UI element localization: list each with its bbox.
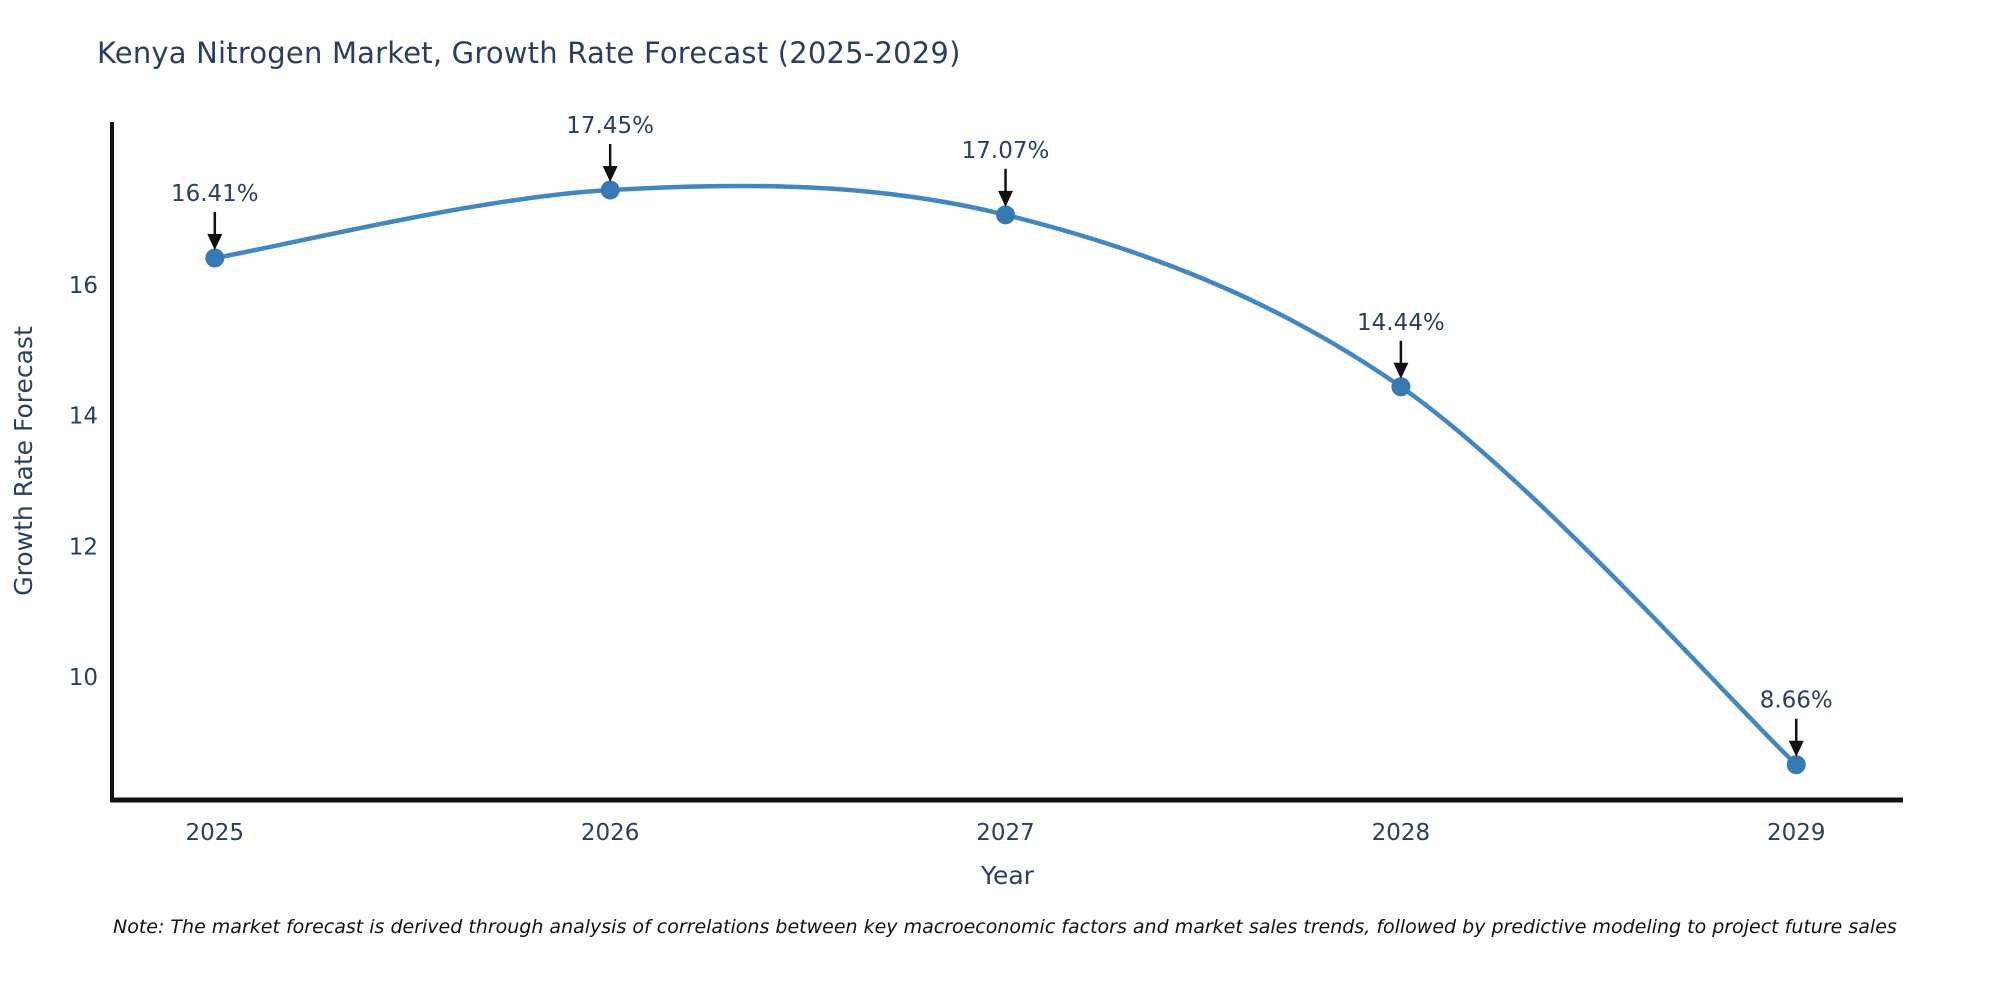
- x-tick-label: 2028: [1372, 820, 1431, 846]
- data-point-marker: [1391, 377, 1411, 397]
- point-value-label: 14.44%: [1357, 310, 1445, 336]
- x-tick-label: 2025: [186, 820, 245, 846]
- y-tick-label: 16: [69, 273, 98, 299]
- x-axis-title: Year: [980, 861, 1035, 890]
- point-value-label: 17.45%: [566, 113, 654, 139]
- data-point-marker: [996, 205, 1016, 225]
- annotation-arrowhead: [1788, 740, 1804, 757]
- x-tick-label: 2027: [976, 820, 1035, 846]
- annotation-arrowhead: [207, 233, 223, 250]
- y-tick-label: 12: [69, 534, 98, 560]
- y-tick-label: 14: [69, 404, 98, 430]
- trend-line: [212, 183, 1799, 767]
- x-tick-label: 2026: [581, 820, 640, 846]
- point-value-label: 17.07%: [962, 138, 1050, 164]
- data-point-marker: [205, 248, 225, 268]
- y-tick-label: 10: [69, 665, 98, 691]
- point-value-label: 16.41%: [171, 181, 259, 207]
- annotation-arrowhead: [1393, 362, 1409, 379]
- data-point-marker: [600, 180, 620, 200]
- point-value-label: 8.66%: [1760, 688, 1833, 714]
- annotation-arrowhead: [602, 165, 618, 182]
- x-tick-label: 2029: [1767, 820, 1826, 846]
- y-axis-title: Growth Rate Forecast: [9, 326, 38, 596]
- annotation-arrowhead: [998, 190, 1014, 207]
- footnote: Note: The market forecast is derived thr…: [113, 916, 1897, 938]
- chart-title: Kenya Nitrogen Market, Growth Rate Forec…: [97, 36, 961, 70]
- data-point-marker: [1786, 755, 1806, 775]
